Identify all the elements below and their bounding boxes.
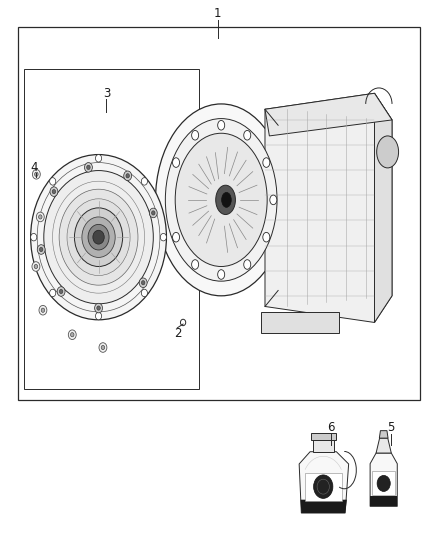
Polygon shape: [376, 438, 391, 453]
Ellipse shape: [173, 158, 180, 167]
Bar: [261, 312, 339, 333]
Ellipse shape: [155, 104, 287, 296]
Ellipse shape: [175, 133, 267, 266]
Circle shape: [32, 262, 40, 271]
Polygon shape: [379, 431, 388, 438]
Ellipse shape: [270, 195, 277, 205]
Circle shape: [32, 169, 40, 179]
Circle shape: [88, 224, 109, 250]
Polygon shape: [300, 500, 347, 513]
Circle shape: [82, 217, 115, 257]
Circle shape: [139, 278, 147, 287]
Ellipse shape: [166, 118, 277, 281]
Text: 2: 2: [173, 327, 181, 340]
Circle shape: [39, 247, 43, 252]
Ellipse shape: [215, 185, 236, 215]
Text: 4: 4: [30, 161, 38, 174]
Circle shape: [97, 306, 100, 310]
Circle shape: [50, 187, 58, 197]
Ellipse shape: [218, 120, 225, 130]
Circle shape: [141, 289, 148, 297]
Ellipse shape: [192, 260, 198, 269]
Ellipse shape: [244, 260, 251, 269]
Ellipse shape: [173, 232, 180, 242]
Polygon shape: [265, 93, 392, 136]
Polygon shape: [370, 496, 397, 506]
Circle shape: [141, 280, 145, 285]
Circle shape: [49, 289, 56, 297]
Circle shape: [85, 163, 92, 172]
Circle shape: [93, 230, 104, 244]
Circle shape: [314, 475, 333, 498]
Circle shape: [60, 289, 63, 294]
Bar: [372, 471, 395, 495]
Polygon shape: [370, 453, 397, 506]
Polygon shape: [265, 93, 392, 322]
Circle shape: [101, 345, 105, 350]
Bar: [313, 440, 334, 452]
Ellipse shape: [377, 136, 399, 168]
Circle shape: [67, 199, 130, 276]
Ellipse shape: [218, 270, 225, 279]
Circle shape: [180, 319, 186, 326]
Circle shape: [141, 177, 148, 185]
Circle shape: [44, 171, 153, 304]
Ellipse shape: [244, 131, 251, 140]
Circle shape: [49, 177, 56, 185]
Circle shape: [57, 287, 65, 296]
Ellipse shape: [263, 232, 270, 242]
Bar: [18, 27, 420, 400]
Circle shape: [95, 312, 102, 320]
Circle shape: [87, 165, 90, 169]
Circle shape: [377, 475, 390, 491]
Text: 5: 5: [388, 422, 395, 434]
Ellipse shape: [192, 131, 198, 140]
Polygon shape: [299, 452, 349, 513]
Circle shape: [52, 190, 56, 194]
Circle shape: [126, 174, 130, 178]
Text: 3: 3: [103, 87, 110, 100]
Bar: [311, 433, 336, 440]
Bar: [305, 473, 342, 501]
Circle shape: [37, 245, 45, 254]
Polygon shape: [374, 93, 392, 322]
Circle shape: [31, 233, 37, 241]
Circle shape: [95, 155, 102, 162]
Circle shape: [41, 308, 45, 312]
Circle shape: [152, 211, 155, 215]
Circle shape: [68, 330, 76, 340]
Circle shape: [31, 155, 166, 320]
Bar: [24, 69, 199, 389]
Ellipse shape: [222, 192, 231, 207]
Circle shape: [95, 303, 102, 313]
Circle shape: [99, 343, 107, 352]
Circle shape: [39, 305, 47, 315]
Ellipse shape: [263, 158, 270, 167]
Circle shape: [124, 171, 132, 181]
Circle shape: [39, 215, 42, 219]
Circle shape: [149, 208, 157, 218]
Circle shape: [36, 212, 44, 222]
Circle shape: [160, 233, 166, 241]
Circle shape: [74, 208, 123, 266]
Circle shape: [71, 333, 74, 337]
Circle shape: [35, 172, 38, 176]
Circle shape: [59, 189, 138, 285]
Circle shape: [34, 264, 38, 269]
Text: 6: 6: [327, 422, 335, 434]
Text: 1: 1: [214, 7, 222, 20]
